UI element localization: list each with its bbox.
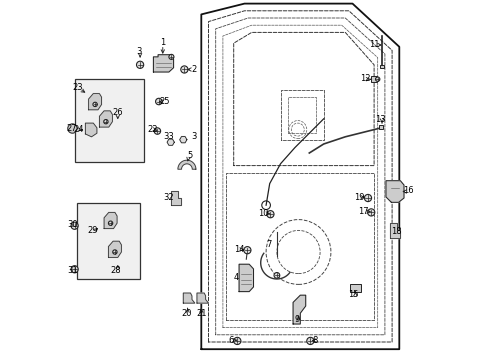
Circle shape — [367, 209, 374, 216]
Text: 33: 33 — [163, 132, 174, 140]
Bar — [380, 65, 383, 68]
Polygon shape — [179, 136, 186, 143]
Text: 12: 12 — [360, 74, 370, 83]
Text: 24: 24 — [73, 125, 83, 134]
Polygon shape — [197, 293, 208, 303]
Text: 20: 20 — [181, 309, 191, 318]
Text: 2: 2 — [191, 65, 196, 74]
Circle shape — [113, 250, 117, 254]
Circle shape — [103, 120, 108, 124]
Circle shape — [136, 61, 143, 68]
Text: 31: 31 — [67, 266, 78, 275]
Text: 1: 1 — [160, 38, 165, 47]
Polygon shape — [85, 123, 97, 137]
Text: 25: 25 — [159, 97, 169, 106]
Text: 4: 4 — [233, 273, 239, 282]
Polygon shape — [389, 223, 400, 238]
Circle shape — [266, 211, 273, 218]
Polygon shape — [292, 295, 305, 324]
Text: 32: 32 — [163, 194, 174, 202]
Circle shape — [233, 337, 241, 345]
Text: 27: 27 — [66, 124, 77, 133]
Polygon shape — [108, 241, 121, 257]
Text: 8: 8 — [311, 336, 317, 345]
Bar — [75, 79, 143, 162]
Text: 21: 21 — [196, 309, 206, 318]
Polygon shape — [153, 55, 173, 72]
Text: 26: 26 — [112, 108, 123, 117]
Circle shape — [68, 124, 77, 133]
Text: 22: 22 — [147, 125, 157, 134]
Polygon shape — [170, 191, 181, 205]
Text: 23: 23 — [73, 83, 83, 91]
Text: 7: 7 — [266, 240, 271, 248]
Text: 16: 16 — [402, 186, 413, 195]
Circle shape — [364, 194, 371, 202]
Text: 30: 30 — [67, 220, 78, 229]
Circle shape — [306, 337, 313, 345]
Circle shape — [181, 66, 187, 73]
Text: 14: 14 — [233, 245, 244, 254]
Bar — [370, 77, 377, 82]
Circle shape — [93, 102, 97, 107]
Circle shape — [154, 128, 160, 134]
Circle shape — [244, 247, 250, 254]
Text: 13: 13 — [374, 115, 385, 124]
Bar — [77, 203, 140, 279]
Text: 11: 11 — [369, 40, 379, 49]
Circle shape — [108, 221, 113, 225]
Bar — [378, 125, 383, 129]
Text: 17: 17 — [357, 207, 368, 216]
Circle shape — [71, 266, 78, 273]
Text: 28: 28 — [110, 266, 121, 275]
Text: 6: 6 — [228, 336, 233, 345]
Bar — [349, 284, 360, 292]
Text: 10: 10 — [258, 209, 268, 218]
Polygon shape — [385, 181, 403, 202]
Circle shape — [71, 222, 78, 229]
Text: 19: 19 — [354, 193, 364, 202]
Polygon shape — [183, 293, 194, 303]
Polygon shape — [167, 139, 174, 145]
Text: 5: 5 — [187, 151, 192, 160]
Text: 3: 3 — [191, 132, 196, 140]
Polygon shape — [104, 212, 117, 229]
Circle shape — [273, 273, 279, 278]
Polygon shape — [178, 160, 196, 169]
Polygon shape — [99, 111, 112, 127]
Text: 15: 15 — [347, 290, 358, 299]
Circle shape — [168, 54, 174, 59]
Polygon shape — [88, 94, 102, 110]
Circle shape — [375, 77, 379, 81]
Text: 9: 9 — [293, 315, 299, 324]
Text: 29: 29 — [87, 226, 98, 235]
Text: 18: 18 — [390, 227, 401, 236]
Text: 3: 3 — [137, 47, 142, 56]
Circle shape — [155, 98, 162, 105]
Polygon shape — [239, 264, 253, 292]
